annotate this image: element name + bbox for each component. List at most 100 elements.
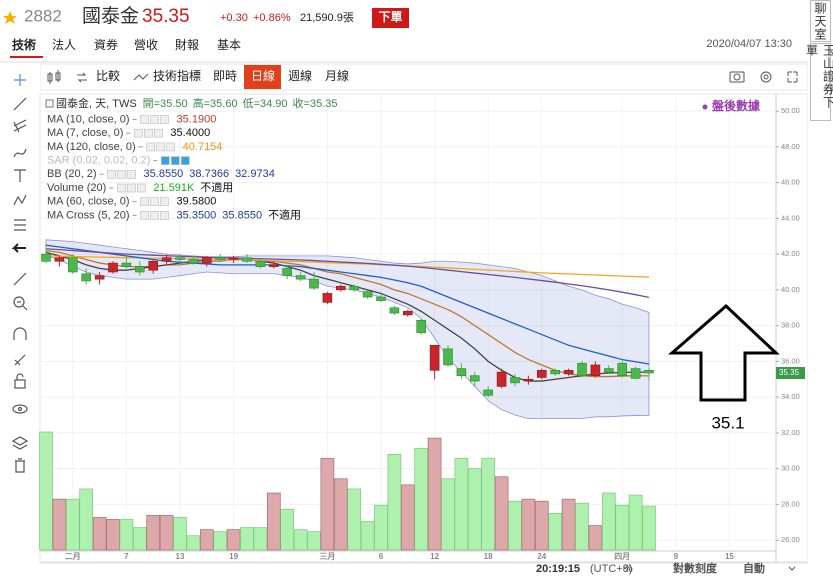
ma-line — [45, 248, 650, 299]
legend-name: BB (20, 2) — [47, 168, 97, 180]
percent-toggle[interactable]: % — [623, 563, 633, 575]
legend-icon[interactable] — [150, 115, 159, 124]
watermark: 盤後數據 — [711, 98, 761, 113]
legend-icon[interactable] — [127, 170, 136, 179]
legend-icon[interactable] — [150, 197, 159, 206]
candle-body — [135, 266, 145, 273]
legend-icon[interactable] — [161, 156, 170, 165]
candle-body — [523, 378, 534, 382]
volume-bar — [119, 519, 134, 551]
legend-icon[interactable] — [117, 170, 126, 179]
volume-bar — [628, 494, 643, 551]
toolbar-button[interactable]: 技術指標 — [153, 68, 201, 83]
ohlc-label: 高=35.60 — [193, 96, 238, 110]
tab[interactable]: 資券 — [94, 37, 118, 52]
status-timezone: (UTC+8) — [590, 563, 632, 575]
log-scale-toggle[interactable]: 對數刻度 — [673, 561, 718, 575]
legend-value: 40.7154 — [183, 141, 223, 153]
legend-value: 35.4000 — [170, 127, 210, 139]
drawing-tool-icons[interactable] — [11, 74, 29, 473]
legend-icon[interactable] — [127, 183, 136, 193]
candle-body — [215, 257, 225, 260]
candle-body — [188, 259, 199, 264]
volume-bar — [400, 484, 415, 551]
candle-body — [443, 348, 453, 366]
status-menu[interactable] — [788, 566, 796, 571]
tab[interactable]: 營收 — [134, 38, 158, 52]
legend-icon[interactable] — [181, 156, 190, 165]
legend-name: MA (60, close, 0) — [47, 196, 130, 208]
volume-bar — [159, 515, 174, 551]
volume-bar — [575, 502, 589, 551]
toolbar-button[interactable]: 月線 — [325, 68, 349, 83]
auto-scale-toggle[interactable]: 自動 — [743, 561, 765, 575]
candle-body — [483, 389, 494, 396]
candle-body — [255, 260, 266, 267]
candle-body — [54, 257, 65, 262]
x-tick-label: 9 — [674, 552, 679, 561]
legend-icon[interactable] — [140, 211, 149, 220]
volume-bar — [521, 498, 536, 551]
tab[interactable]: 技術 — [12, 37, 36, 52]
toolbar-icons — [47, 70, 798, 84]
legend-icon[interactable] — [137, 183, 146, 193]
toolbar-button[interactable]: 日線 — [251, 68, 275, 83]
candle-body — [630, 368, 641, 379]
legend-icon[interactable] — [154, 128, 163, 138]
candle-body — [202, 257, 212, 264]
legend-icon[interactable] — [156, 142, 165, 152]
volume-bar — [561, 498, 576, 551]
candle-body — [416, 319, 427, 334]
legend-collapse[interactable] — [45, 99, 54, 108]
legend-icon[interactable] — [140, 115, 149, 124]
broker-order-tab[interactable]: 玉山證券下單 — [805, 43, 833, 121]
legend-icon[interactable] — [146, 142, 155, 152]
legend-icon[interactable] — [117, 183, 126, 193]
legend-icon[interactable] — [160, 115, 169, 124]
toolbar-button[interactable]: 週線 — [288, 68, 312, 83]
y-tick-label: 36.00 — [781, 356, 800, 365]
stock-code: 2882 — [24, 6, 62, 25]
legend-icon[interactable] — [107, 170, 116, 179]
x-tick-label: 7 — [124, 552, 129, 561]
legend-value: 38.7366 — [189, 168, 229, 180]
toolbar-button[interactable]: 即時 — [213, 69, 237, 83]
legend-value: 35.1900 — [177, 113, 217, 125]
legend-icon[interactable] — [160, 197, 169, 206]
legend-icon[interactable] — [140, 197, 149, 206]
legend-icon[interactable] — [150, 211, 159, 220]
legend-icon[interactable] — [171, 156, 180, 165]
legend-icon[interactable] — [134, 128, 143, 138]
candle-body — [536, 370, 547, 378]
order-button-label[interactable]: 下單 — [378, 10, 402, 24]
chat-tab[interactable]: 聊天室 — [810, 0, 831, 42]
candle-body — [644, 370, 654, 374]
favorite-star[interactable] — [3, 11, 17, 24]
x-tick-label: 19 — [229, 552, 238, 561]
legend-icon[interactable] — [160, 211, 169, 220]
candle-body — [242, 257, 252, 262]
candle-body — [469, 375, 480, 382]
ohlc-label: 開=35.50 — [143, 97, 188, 110]
legend-name: Volume (20) — [47, 182, 106, 194]
legend-icon[interactable] — [166, 142, 175, 152]
y-tick-label: 34.00 — [781, 392, 800, 401]
volume-bar — [333, 478, 348, 551]
toolbar-button[interactable]: 比較 — [96, 68, 120, 83]
order-button[interactable] — [372, 8, 409, 28]
candle-body — [228, 257, 239, 260]
volume-bar — [494, 476, 509, 551]
tab[interactable]: 基本 — [217, 38, 241, 52]
legend-value: 35.3500 — [177, 209, 217, 221]
price-change: +0.30 — [220, 12, 248, 24]
candle-body — [295, 275, 306, 280]
y-tick-label: 30.00 — [781, 464, 800, 473]
x-tick-label: 四月 — [614, 552, 630, 561]
candle-body — [577, 362, 587, 376]
stock-name: 國泰金 — [82, 5, 139, 27]
volume-bar — [173, 517, 187, 551]
legend-icon[interactable] — [144, 128, 153, 138]
tab[interactable]: 財報 — [175, 37, 199, 52]
tab[interactable]: 法人 — [52, 38, 76, 52]
legend-name: MA (7, close, 0) — [47, 127, 123, 139]
